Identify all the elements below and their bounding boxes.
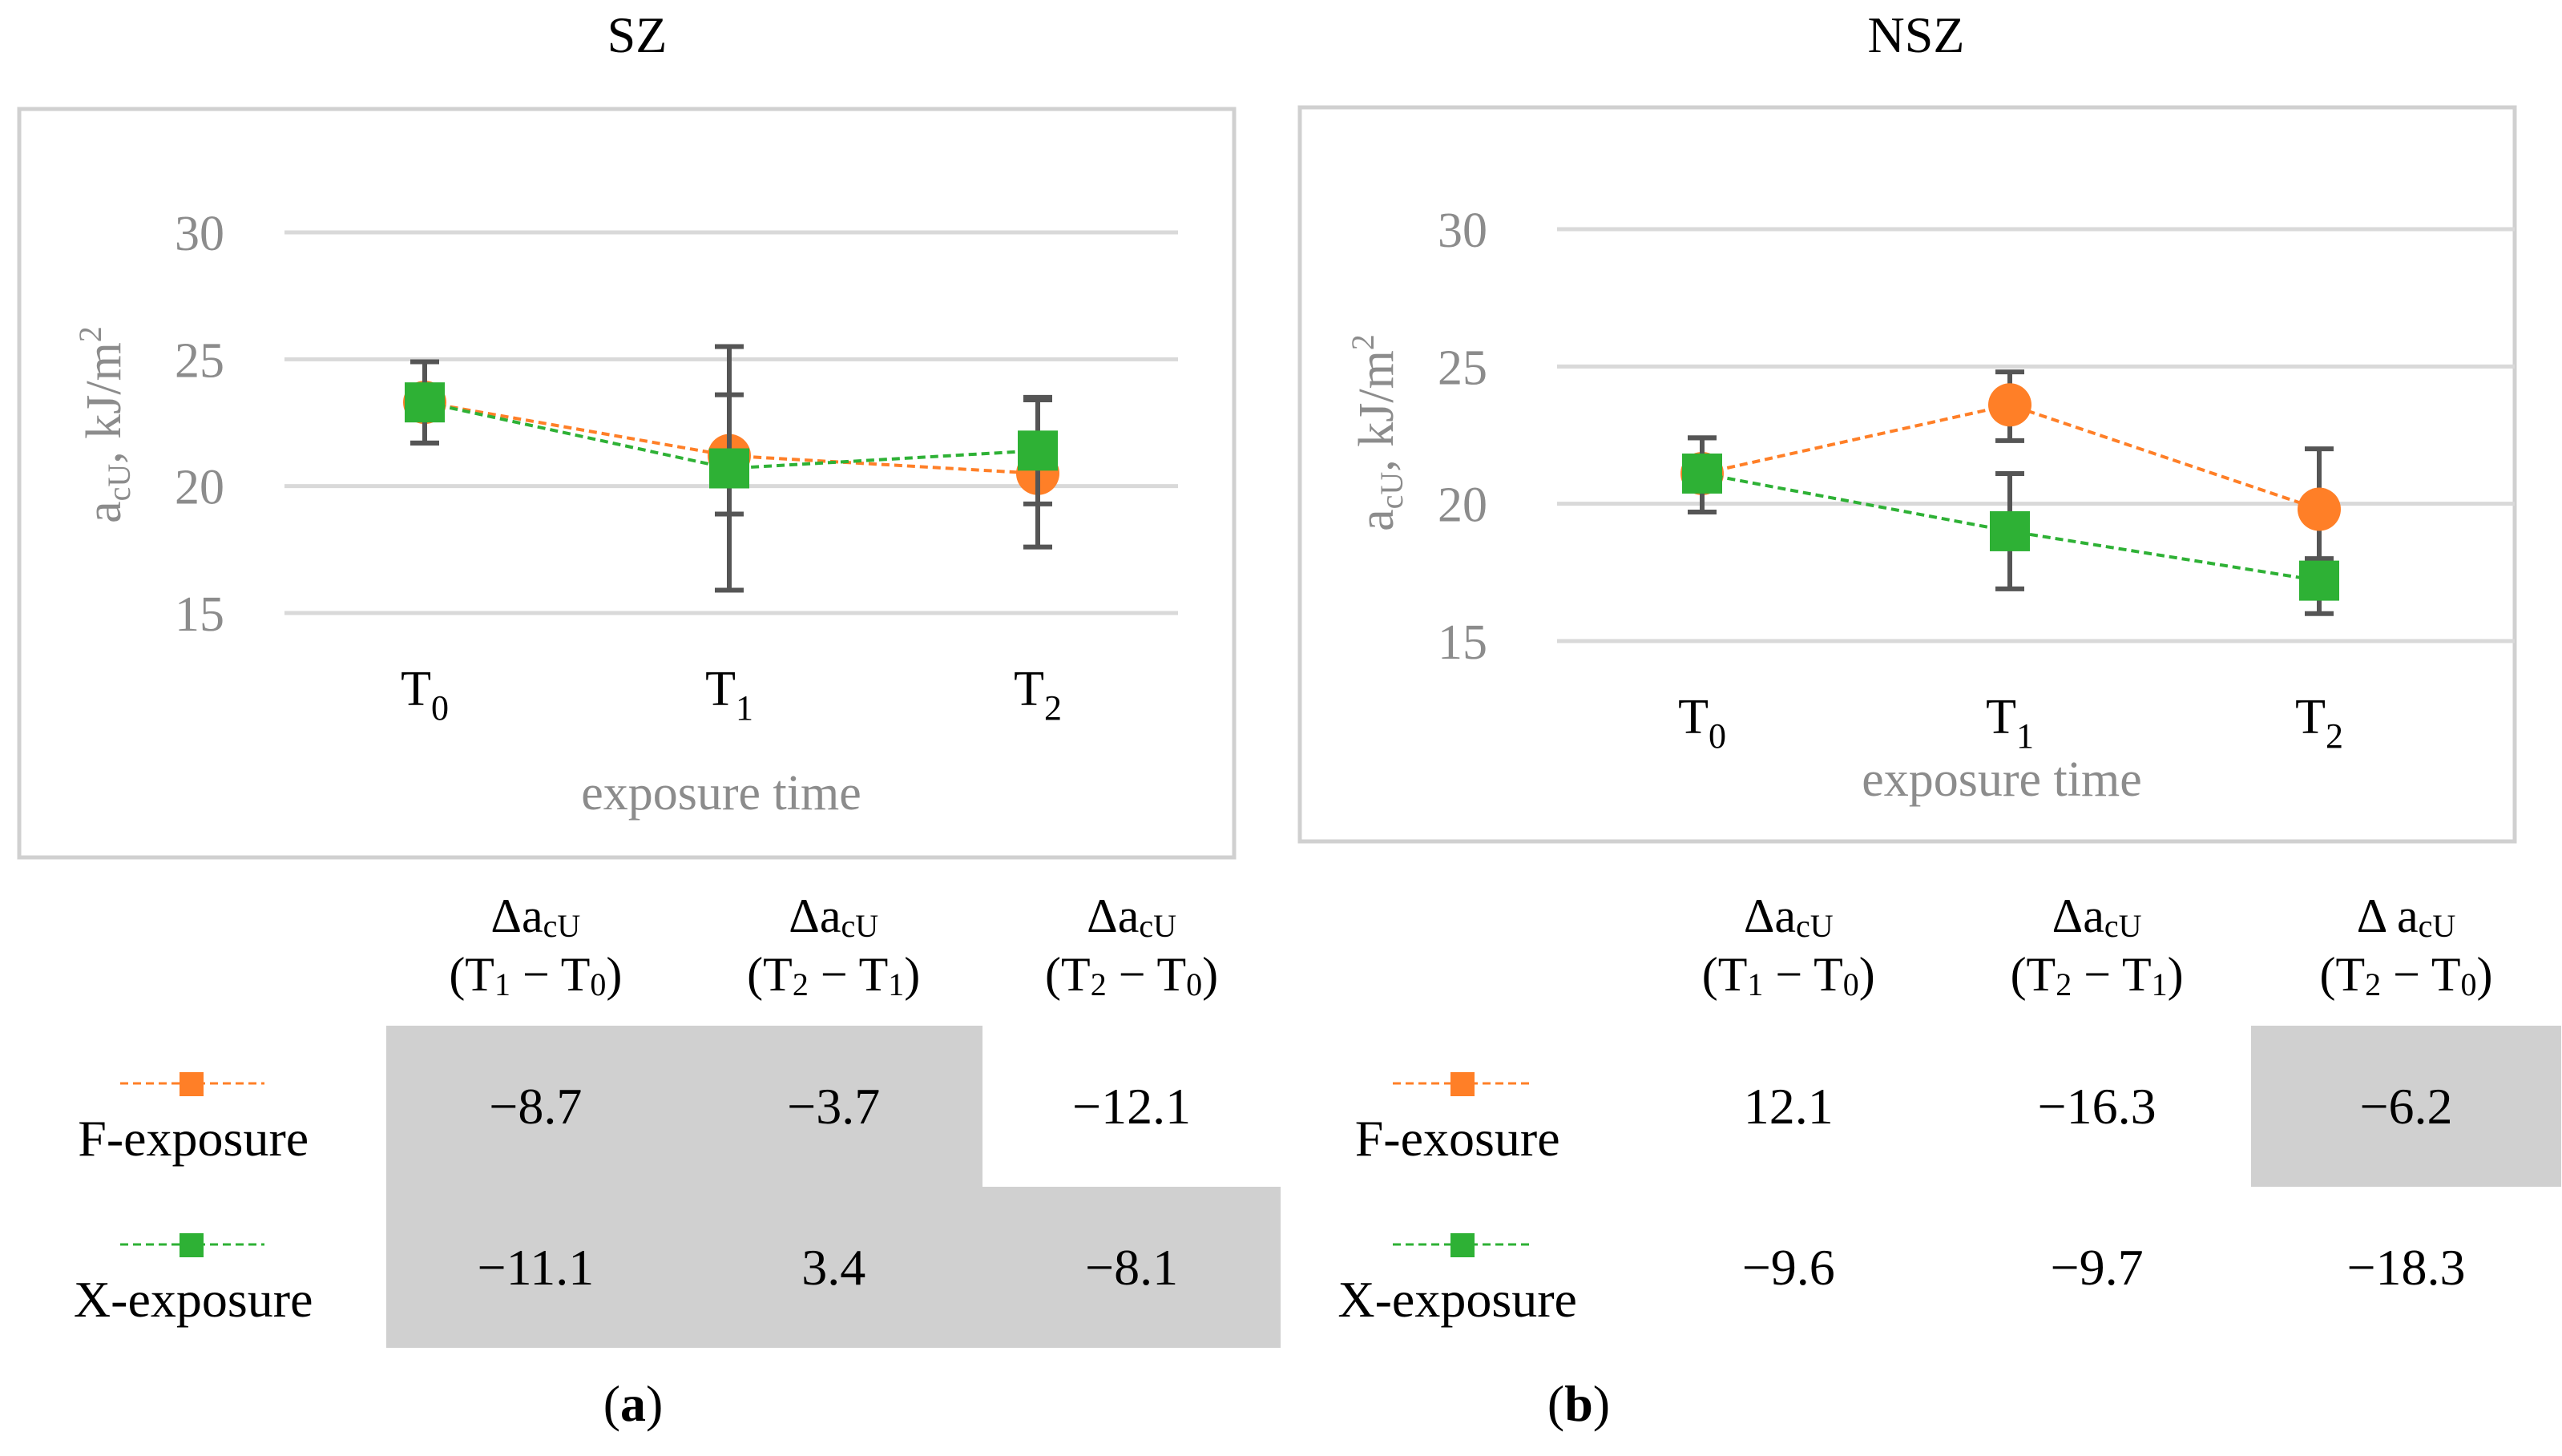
header-cell: ΔacU (T2 − T0) — [1045, 889, 1219, 1002]
delta-value: −9.6 — [1741, 1238, 1835, 1296]
delta-value: −9.7 — [2050, 1238, 2144, 1296]
chart-nsz: NSZ 15 20 25 30 acU, kJ/m2 T0 T1 T2 exposure time — [1297, 6, 2517, 844]
legend-x-exposure: X-exposure — [1281, 1187, 1634, 1348]
panel-a: SZ 15 20 25 30 acU, kJ/m2 T0 T1 T2 exposure time … — [0, 6, 1281, 1432]
y-axis-label: acU, kJ/m2 — [1345, 334, 1410, 531]
delta-value: −6.2 — [2251, 1026, 2561, 1187]
y-tick-label: 25 — [1438, 341, 1487, 395]
legend-marker-x — [1393, 1233, 1533, 1257]
table-row-f-exposure: F-exosure 12.1 −16.3 −6.2 — [1281, 1026, 2561, 1187]
x-tick-label: T2 — [1014, 662, 1062, 728]
x-tick-label: T1 — [1986, 690, 2034, 756]
y-tick-label: 15 — [1438, 615, 1487, 670]
x-tick-label: T0 — [401, 662, 449, 728]
series-x — [1682, 435, 2339, 616]
table-row-x-exposure: X-exposure −9.6 −9.7 −18.3 — [1281, 1187, 2561, 1348]
panel-label-b: (b) — [1547, 1375, 1611, 1432]
chart-sz: SZ 15 20 25 30 acU, kJ/m2 T0 T1 T2 exposure time — [17, 6, 1237, 860]
delta-value: −8.1 — [982, 1187, 1281, 1348]
legend-f-exposure: F-exosure — [1281, 1026, 1634, 1187]
legend-x-exposure: X-exposure — [0, 1187, 386, 1348]
header-cell: ΔacU (T1 − T0) — [1701, 889, 1875, 1002]
delta-value: −16.3 — [2037, 1077, 2157, 1135]
y-tick-label: 30 — [1438, 204, 1487, 258]
data-point — [2299, 560, 2339, 601]
legend-marker-x — [120, 1233, 264, 1257]
delta-table-nsz: ΔacU (T1 − T0) ΔacU (T2 − T1) Δ acU (T2 … — [1281, 865, 2561, 1348]
header-cell: Δ acU (T2 − T0) — [2319, 889, 2493, 1002]
y-tick-label: 25 — [175, 333, 224, 388]
table-row-x-exposure: X-exposure −11.1 3.4 −8.1 — [0, 1187, 1281, 1348]
delta-value: −11.1 — [386, 1187, 685, 1348]
table-header-row: ΔacU (T1 − T0) ΔacU (T2 − T1) Δ acU (T2 … — [1281, 865, 2561, 1026]
data-point — [405, 382, 445, 423]
y-tick-label: 30 — [175, 207, 224, 261]
data-point — [1018, 430, 1058, 471]
x-tick-label: T1 — [705, 662, 753, 728]
y-tick-label: 20 — [175, 461, 224, 515]
data-point — [1988, 383, 2031, 427]
legend-marker-f — [120, 1072, 264, 1096]
panel-b: NSZ 15 20 25 30 acU, kJ/m2 T0 T1 T2 exposure time… — [1281, 0, 2561, 1456]
chart-frame — [1297, 105, 2517, 844]
delta-value: 12.1 — [1743, 1077, 1834, 1135]
delta-value: −18.3 — [2346, 1238, 2466, 1296]
header-cell: ΔacU (T1 − T0) — [449, 889, 623, 1002]
y-axis-label: acU, kJ/m2 — [72, 326, 137, 523]
data-point — [2298, 487, 2341, 531]
delta-value: −3.7 — [684, 1026, 983, 1187]
table-row-f-exposure: F-exposure −8.7 −3.7 −12.1 — [0, 1026, 1281, 1187]
data-point — [1682, 453, 1722, 494]
delta-value: 3.4 — [684, 1187, 983, 1348]
y-tick-label: 15 — [175, 587, 224, 642]
header-cell: ΔacU (T2 − T1) — [747, 889, 921, 1002]
chart-title: SZ — [607, 6, 668, 63]
x-tick-label: T0 — [1678, 690, 1726, 756]
delta-table-sz: ΔacU (T1 − T0) ΔacU (T2 − T1) ΔacU (T2 −… — [0, 865, 1281, 1348]
header-cell: ΔacU (T2 − T1) — [2010, 889, 2184, 1002]
table-header-row: ΔacU (T1 − T0) ΔacU (T2 − T1) ΔacU (T2 −… — [0, 865, 1281, 1026]
legend-marker-f — [1393, 1072, 1533, 1096]
data-point — [1990, 510, 2030, 551]
data-point — [709, 448, 749, 489]
x-axis-label: exposure time — [581, 766, 861, 821]
x-tick-label: T2 — [2295, 690, 2343, 756]
chart-frame — [17, 107, 1237, 860]
x-axis-label: exposure time — [1862, 752, 2142, 807]
delta-value: −8.7 — [386, 1026, 685, 1187]
y-tick-label: 20 — [1438, 478, 1487, 533]
legend-f-exposure: F-exposure — [0, 1026, 386, 1187]
panel-label-a: (a) — [603, 1375, 664, 1432]
series-x — [405, 344, 1058, 593]
chart-title: NSZ — [1868, 6, 1965, 63]
delta-value: −12.1 — [1072, 1077, 1192, 1135]
